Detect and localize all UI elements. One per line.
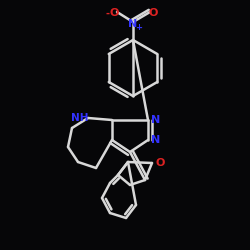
Text: N: N <box>152 135 160 145</box>
Text: -: - <box>105 9 109 19</box>
Text: N: N <box>128 19 138 29</box>
Text: NH: NH <box>71 113 89 123</box>
Text: O: O <box>148 8 158 18</box>
Text: O: O <box>155 158 165 168</box>
Text: O: O <box>109 8 119 18</box>
Text: N: N <box>152 115 160 125</box>
Text: +: + <box>136 22 142 32</box>
